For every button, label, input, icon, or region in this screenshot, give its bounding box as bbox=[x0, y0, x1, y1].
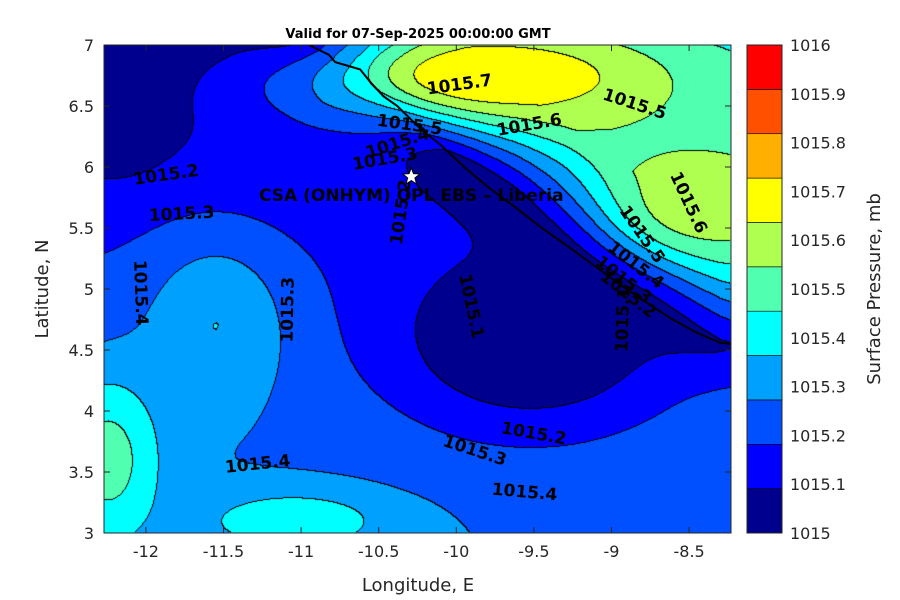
colorbar-tick-label: 1015.3 bbox=[790, 378, 846, 397]
colorbar-tick-label: 1015.5 bbox=[790, 280, 846, 299]
contour-label: 1015.3 bbox=[278, 277, 299, 343]
x-tick-label: -12 bbox=[133, 542, 159, 561]
coastline-path bbox=[308, 45, 731, 345]
x-tick-label: -10.5 bbox=[358, 542, 399, 561]
colorbar-tick-label: 1015 bbox=[790, 524, 831, 543]
y-tick-label: 6 bbox=[84, 158, 94, 177]
colorbar-swatch bbox=[746, 310, 783, 356]
colorbar-swatch bbox=[746, 222, 783, 268]
colorbar-tick-label: 1015.9 bbox=[790, 85, 846, 104]
colorbar-swatch bbox=[746, 443, 783, 489]
x-tick-label: -8.5 bbox=[673, 542, 704, 561]
y-tick-label: 4 bbox=[84, 402, 94, 421]
x-tick-label: -9.5 bbox=[518, 542, 549, 561]
x-axis: -12 -11.5 -11 -10.5 -10 -9.5 -9 -8.5 bbox=[133, 45, 705, 561]
colorbar-tick-label: 1015.7 bbox=[790, 182, 846, 201]
y-axis-label: Latitude, N bbox=[32, 240, 53, 339]
colorbar-frame bbox=[746, 44, 783, 534]
y-tick-label: 3.5 bbox=[69, 463, 94, 482]
site-label: CSA (ONHYM) OPL EBS – Liberia bbox=[259, 186, 564, 206]
y-tick-label: 3 bbox=[84, 524, 94, 543]
contour-label: 1015.3 bbox=[148, 203, 215, 226]
colorbar: 1015 1015.1 1015.2 1015.3 1015.4 1015.5 1015.6… bbox=[746, 36, 846, 543]
site-marker-group: CSA (ONHYM) OPL EBS – Liberia bbox=[259, 166, 564, 206]
x-axis-label: Longitude, E bbox=[362, 575, 474, 596]
colorbar-swatch bbox=[746, 355, 783, 401]
colorbar-tick-label: 1016 bbox=[790, 36, 831, 55]
x-tick-label: -10 bbox=[443, 542, 469, 561]
coastline bbox=[308, 45, 731, 345]
chart-title: Valid for 07-Sep-2025 00:00:00 GMT bbox=[285, 27, 550, 42]
colorbar-swatch bbox=[746, 266, 783, 312]
colorbar-swatch bbox=[746, 89, 783, 135]
y-tick-label: 7 bbox=[84, 36, 94, 55]
x-tick-label: -11 bbox=[288, 542, 314, 561]
colorbar-swatch bbox=[746, 399, 783, 445]
colorbar-swatch bbox=[746, 177, 783, 223]
colorbar-swatch bbox=[746, 133, 783, 179]
y-tick-label: 5 bbox=[84, 280, 94, 299]
colorbar-tick-label: 1015.1 bbox=[790, 475, 846, 494]
contour-label: 1015.1 bbox=[612, 286, 634, 352]
y-tick-label: 5.5 bbox=[69, 219, 94, 238]
contour-label: 1015.4 bbox=[129, 260, 151, 326]
colorbar-tick-label: 1015.6 bbox=[790, 231, 846, 250]
colorbar-tick-label: 1015.2 bbox=[790, 426, 846, 445]
colorbar-swatch bbox=[746, 488, 783, 534]
x-tick-label: -9 bbox=[604, 542, 620, 561]
y-axis: 3 3.5 4 4.5 5 5.5 6 6.5 7 bbox=[69, 36, 731, 543]
colorbar-label: Surface Pressure, mb bbox=[864, 193, 885, 385]
colorbar-swatch bbox=[746, 44, 783, 90]
y-tick-label: 4.5 bbox=[69, 341, 94, 360]
y-tick-label: 6.5 bbox=[69, 97, 94, 116]
colorbar-tick-label: 1015.4 bbox=[790, 329, 846, 348]
x-tick-label: -11.5 bbox=[203, 542, 244, 561]
site-star-icon bbox=[401, 166, 422, 186]
colorbar-tick-label: 1015.8 bbox=[790, 134, 846, 153]
